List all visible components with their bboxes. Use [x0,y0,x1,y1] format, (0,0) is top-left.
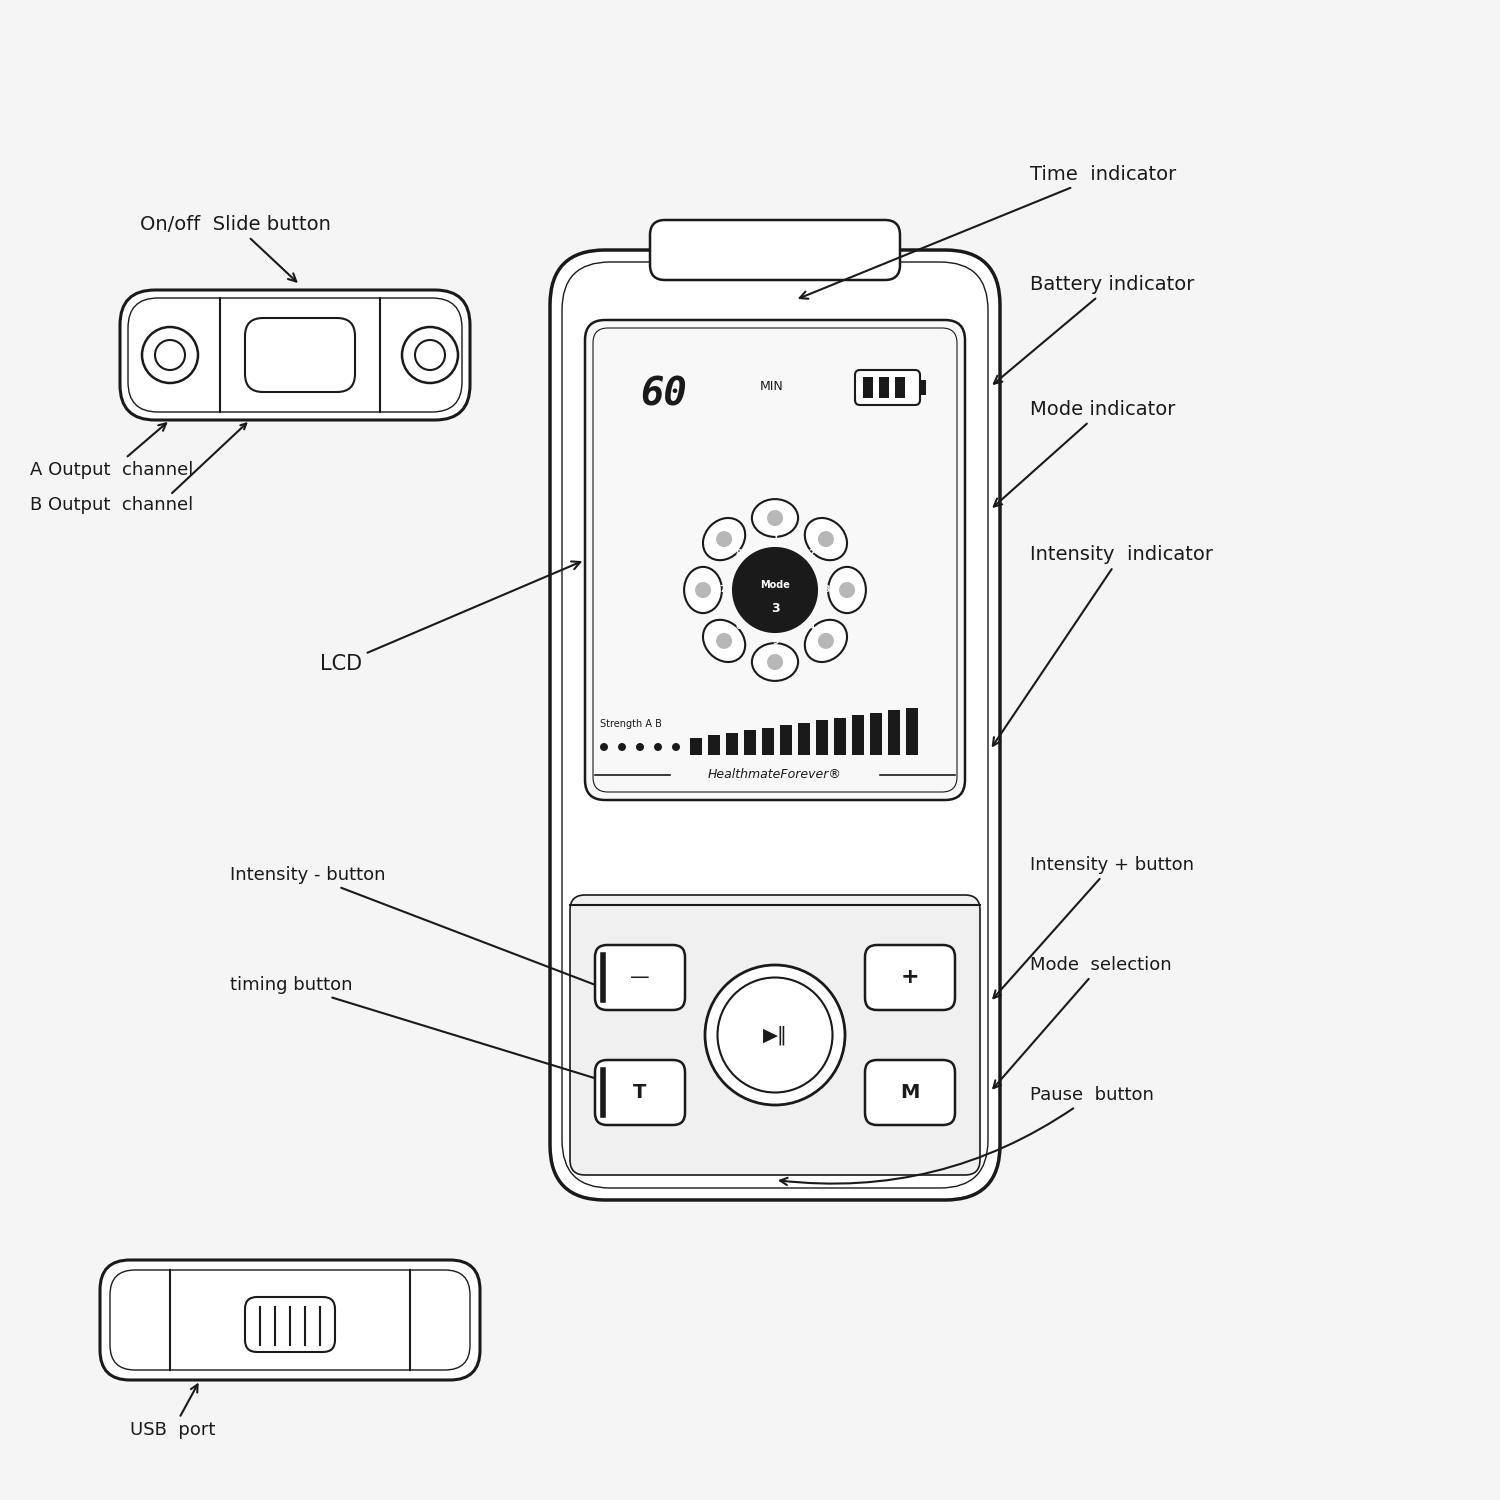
Text: Mode indicator: Mode indicator [994,400,1176,507]
Text: Strength A B: Strength A B [600,718,662,729]
Circle shape [672,742,680,752]
Text: A Output  channel: A Output channel [30,423,194,478]
Ellipse shape [705,964,844,1106]
Bar [852,716,864,754]
Bar [906,708,918,754]
Text: 2: 2 [808,549,814,558]
Circle shape [766,654,783,670]
Text: USB  port: USB port [130,1384,216,1438]
Circle shape [636,742,644,752]
Bar [690,738,702,754]
FancyBboxPatch shape [550,251,1000,1200]
Circle shape [654,742,662,752]
Text: Battery indicator: Battery indicator [994,274,1194,384]
FancyBboxPatch shape [596,1060,686,1125]
Bar [879,376,890,398]
Circle shape [839,582,855,598]
Text: ▶‖: ▶‖ [762,1026,788,1044]
Text: Intensity  indicator: Intensity indicator [993,544,1214,746]
Bar [816,720,828,754]
Text: T: T [633,1083,646,1101]
Circle shape [402,327,457,382]
Polygon shape [734,548,818,632]
Circle shape [716,531,732,548]
Bar [834,717,846,754]
FancyBboxPatch shape [585,320,964,800]
Bar [888,710,900,754]
Circle shape [416,340,446,370]
Text: 6: 6 [735,622,741,632]
Text: MIN: MIN [760,380,783,393]
Text: Time  indicator: Time indicator [800,165,1176,298]
Bar [798,723,810,754]
Circle shape [766,510,783,526]
Text: Intensity + button: Intensity + button [993,856,1194,998]
Circle shape [818,633,834,650]
Bar [780,724,792,754]
Bar [896,376,904,398]
Bar [762,728,774,754]
Text: M: M [900,1083,920,1101]
Text: Mode: Mode [760,580,790,590]
Bar [862,376,873,398]
Text: 3: 3 [824,585,830,594]
Circle shape [734,548,818,632]
Circle shape [154,340,184,370]
FancyBboxPatch shape [855,370,920,405]
Text: 5: 5 [772,638,778,646]
Circle shape [600,742,608,752]
Text: 60: 60 [640,375,687,413]
Text: +: + [900,968,920,987]
Text: timing button: timing button [230,976,634,1092]
Text: —: — [630,968,650,987]
Ellipse shape [752,500,798,537]
Ellipse shape [828,567,866,614]
FancyBboxPatch shape [570,896,980,1174]
Text: On/off  Slide button: On/off Slide button [140,214,332,282]
Text: HealthmateForever®: HealthmateForever® [708,768,842,782]
Text: B Output  channel: B Output channel [30,496,194,514]
FancyBboxPatch shape [596,945,686,1010]
Text: 3: 3 [771,602,780,615]
Ellipse shape [684,567,722,614]
Circle shape [694,582,711,598]
FancyBboxPatch shape [100,1260,480,1380]
Ellipse shape [752,644,798,681]
Ellipse shape [704,620,746,662]
Bar [870,712,882,754]
Ellipse shape [704,518,746,560]
FancyBboxPatch shape [650,220,900,280]
Circle shape [818,531,834,548]
Text: 8: 8 [735,549,741,558]
Bar [920,380,926,394]
Text: 4: 4 [808,622,814,632]
FancyBboxPatch shape [592,328,957,792]
Bar [708,735,720,754]
Circle shape [618,742,626,752]
FancyBboxPatch shape [244,1298,334,1352]
Bar [744,730,756,754]
Ellipse shape [806,518,847,560]
Bar [726,732,738,754]
FancyBboxPatch shape [244,318,356,392]
FancyBboxPatch shape [865,1060,956,1125]
Circle shape [716,633,732,650]
Text: 1: 1 [772,534,778,543]
FancyBboxPatch shape [865,945,956,1010]
Circle shape [142,327,198,382]
Text: LCD: LCD [320,561,580,674]
Text: 7: 7 [720,585,726,594]
Text: Mode  selection: Mode selection [993,956,1172,1088]
FancyBboxPatch shape [120,290,470,420]
Text: Pause  button: Pause button [780,1086,1154,1185]
Ellipse shape [717,978,833,1092]
Text: Intensity - button: Intensity - button [230,865,634,1000]
Ellipse shape [806,620,847,662]
